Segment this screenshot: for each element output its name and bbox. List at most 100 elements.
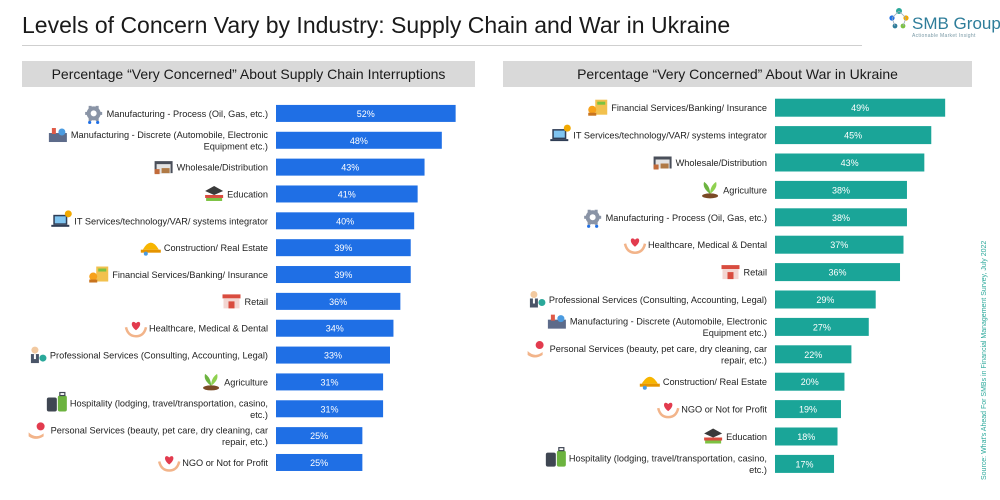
supply-chain-value-label: 41%: [338, 189, 356, 199]
ukraine-war-bar: [775, 400, 841, 419]
supply-chain-bar: [276, 266, 411, 284]
store-icon: [222, 294, 241, 309]
ukraine-war-bar: [775, 126, 932, 145]
ukraine-war-category-label: Agriculture: [723, 185, 767, 195]
ukraine-war-value-label: 38%: [832, 185, 850, 195]
logo-tagline: Actionable Market Insight: [912, 33, 976, 39]
source-note: Source: What's Ahead For SMBs in Financi…: [981, 240, 988, 480]
graduation-cap-icon: [205, 185, 224, 201]
ukraine-war-bar: [775, 180, 907, 199]
graduation-cap-icon: [704, 428, 723, 444]
supply-chain-value-label: 34%: [326, 324, 344, 334]
gear-icon: [584, 209, 602, 228]
ukraine-war-value-label: 22%: [804, 350, 822, 360]
supply-chain-bar: [276, 212, 415, 230]
ukraine-war-category-label: Healthcare, Medical & Dental: [648, 240, 767, 250]
supply-chain-category-label: Financial Services/Banking/ Insurance: [112, 270, 268, 280]
supply-chain-value-label: 31%: [321, 404, 339, 414]
supply-chain-category-label: Healthcare, Medical & Dental: [149, 324, 268, 334]
ukraine-war-value-label: 37%: [830, 240, 848, 250]
ukraine-war-bar: [775, 427, 838, 446]
ukraine-war-value-label: 36%: [829, 268, 847, 278]
supply-chain-bar: [276, 239, 411, 257]
hand-icon: [28, 422, 45, 439]
supply-chain-bar: [276, 319, 394, 337]
supply-chain-value-label: 43%: [341, 163, 359, 173]
ukraine-war-bar: [775, 372, 845, 391]
supply-chain-bar: [276, 104, 456, 122]
person-icon: [529, 291, 546, 308]
supply-chain-value-label: 25%: [310, 458, 328, 468]
ukraine-war-category-label: Manufacturing - Process (Oil, Gas, etc.): [606, 213, 767, 223]
ukraine-war-value-label: 20%: [801, 377, 819, 387]
supply-chain-category-label: etc.): [250, 410, 268, 420]
ukraine-war-value-label: 43%: [841, 158, 859, 168]
heart-hands-icon: [656, 402, 680, 419]
supply-chain-bar: [276, 453, 363, 471]
ukraine-war-value-label: 45%: [844, 131, 862, 141]
supply-chain-value-label: 31%: [321, 377, 339, 387]
ukraine-war-chart: 49% Financial Services/Banking/ Insurance…: [527, 98, 946, 475]
left-chart-title: Percentage “Very Concerned” About Supply…: [22, 61, 475, 87]
ukraine-war-bar: [775, 98, 946, 117]
supply-chain-value-label: 33%: [324, 351, 342, 361]
luggage-icon: [46, 391, 67, 412]
title-divider: [22, 45, 862, 46]
supply-chain-chart: 52% Manufacturing - Process (Oil, Gas, et…: [28, 104, 456, 472]
supply-chain-bar: [276, 373, 384, 391]
ukraine-war-value-label: 29%: [816, 295, 834, 305]
supply-chain-value-label: 25%: [310, 431, 328, 441]
right-chart-title: Percentage “Very Concerned” About War in…: [503, 61, 972, 87]
heart-hands-icon: [623, 238, 647, 254]
plant-icon: [203, 373, 220, 391]
supply-chain-category-label: repair, etc.): [222, 437, 268, 447]
ukraine-war-bar: [775, 208, 907, 227]
ukraine-war-bar: [775, 263, 901, 282]
factory-icon: [48, 128, 67, 143]
supply-chain-bar: [276, 346, 390, 364]
ukraine-war-value-label: 17%: [796, 459, 814, 469]
supply-chain-bar: [276, 131, 442, 149]
supply-chain-category-label: Equipment etc.): [204, 142, 268, 152]
supply-chain-bar: [276, 292, 401, 310]
smb-group-logo: SMB Group Actionable Market Insight: [886, 6, 1000, 42]
supply-chain-category-label: Education: [227, 189, 268, 199]
ukraine-war-category-label: Wholesale/Distribution: [676, 158, 767, 168]
ukraine-war-category-label: Construction/ Real Estate: [663, 377, 767, 387]
ukraine-war-category-label: Financial Services/Banking/ Insurance: [611, 103, 767, 113]
supply-chain-category-label: Manufacturing - Process (Oil, Gas, etc.): [107, 109, 268, 119]
laptop-icon: [550, 124, 571, 142]
ukraine-war-category-label: Hospitality (lodging, travel/transportat…: [569, 454, 767, 464]
hardhat-icon: [140, 242, 161, 256]
plant-icon: [702, 181, 719, 199]
supply-chain-bar: [276, 427, 363, 445]
hardhat-icon: [639, 376, 660, 390]
ukraine-war-category-label: IT Services/technology/VAR/ systems inte…: [573, 131, 767, 141]
supply-chain-category-label: Manufacturing - Discrete (Automobile, El…: [71, 130, 269, 140]
ukraine-war-category-label: Equipment etc.): [703, 328, 767, 338]
ukraine-war-category-label: Retail: [744, 268, 768, 278]
ukraine-war-bar: [775, 345, 852, 364]
logo-name: SMB Group: [912, 14, 1000, 33]
warehouse-icon: [154, 161, 173, 175]
hand-icon: [527, 341, 544, 358]
supply-chain-value-label: 36%: [329, 297, 347, 307]
ukraine-war-value-label: 19%: [799, 405, 817, 415]
supply-chain-value-label: 48%: [350, 136, 368, 146]
laptop-icon: [51, 210, 72, 227]
heart-hands-icon: [124, 321, 148, 338]
ukraine-war-category-label: NGO or Not for Profit: [681, 405, 767, 415]
ukraine-war-category-label: repair, etc.): [721, 356, 767, 366]
supply-chain-bar: [276, 400, 384, 418]
ukraine-war-category-label: Personal Services (beauty, pet care, dry…: [550, 344, 767, 354]
supply-chain-category-label: Personal Services (beauty, pet care, dry…: [51, 425, 268, 435]
gear-icon: [85, 105, 103, 125]
ukraine-war-bar: [775, 317, 869, 336]
ukraine-war-value-label: 49%: [851, 103, 869, 113]
ukraine-war-category-label: Manufacturing - Discrete (Automobile, El…: [570, 317, 768, 327]
supply-chain-value-label: 40%: [336, 216, 354, 226]
ukraine-war-bar: [775, 454, 835, 473]
ukraine-war-category-label: etc.): [749, 465, 767, 475]
supply-chain-category-label: IT Services/technology/VAR/ systems inte…: [74, 216, 268, 226]
